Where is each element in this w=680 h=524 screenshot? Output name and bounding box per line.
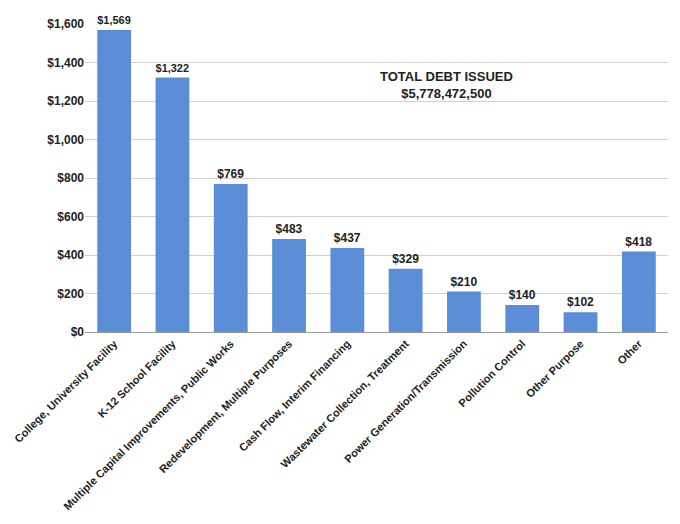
svg-text:$437: $437 — [334, 231, 361, 245]
svg-text:$200: $200 — [57, 287, 84, 301]
svg-text:Cash Flow, Interim Financing: Cash Flow, Interim Financing — [236, 338, 352, 454]
svg-text:Multiple Capital Improvements,: Multiple Capital Improvements, Public Wo… — [61, 338, 236, 513]
svg-text:$1,200: $1,200 — [47, 94, 84, 108]
svg-text:$1,569: $1,569 — [97, 14, 130, 26]
svg-text:$210: $210 — [450, 275, 477, 289]
svg-text:$1,400: $1,400 — [47, 56, 84, 70]
svg-text:$1,600: $1,600 — [47, 17, 84, 31]
svg-text:$102: $102 — [567, 295, 594, 309]
svg-text:$329: $329 — [392, 252, 419, 266]
svg-text:$140: $140 — [509, 288, 536, 302]
svg-text:$0: $0 — [71, 325, 85, 339]
svg-text:Redevelopment, Multiple Purpos: Redevelopment, Multiple Purposes — [157, 338, 295, 476]
svg-text:$1,000: $1,000 — [47, 133, 84, 147]
svg-text:Other Purpose: Other Purpose — [523, 338, 586, 401]
svg-text:Wastewater Collection, Treatme: Wastewater Collection, Treatment — [278, 337, 411, 470]
svg-text:$769: $769 — [217, 167, 244, 181]
svg-text:Power Generation/Transmission: Power Generation/Transmission — [342, 337, 470, 465]
svg-text:$1,322: $1,322 — [156, 62, 189, 74]
svg-text:$600: $600 — [57, 210, 84, 224]
svg-text:Other: Other — [615, 337, 645, 367]
svg-text:Pollution Control: Pollution Control — [456, 338, 528, 410]
svg-text:K-12 School Facility: K-12 School Facility — [95, 337, 178, 420]
svg-text:$800: $800 — [57, 171, 84, 185]
svg-text:$418: $418 — [625, 235, 652, 249]
svg-text:TOTAL DEBT ISSUED$5,778,472,50: TOTAL DEBT ISSUED$5,778,472,500 — [380, 69, 513, 101]
svg-text:$483: $483 — [276, 222, 303, 236]
svg-text:$400: $400 — [57, 248, 84, 262]
svg-text:College, University Facility: College, University Facility — [12, 337, 120, 445]
